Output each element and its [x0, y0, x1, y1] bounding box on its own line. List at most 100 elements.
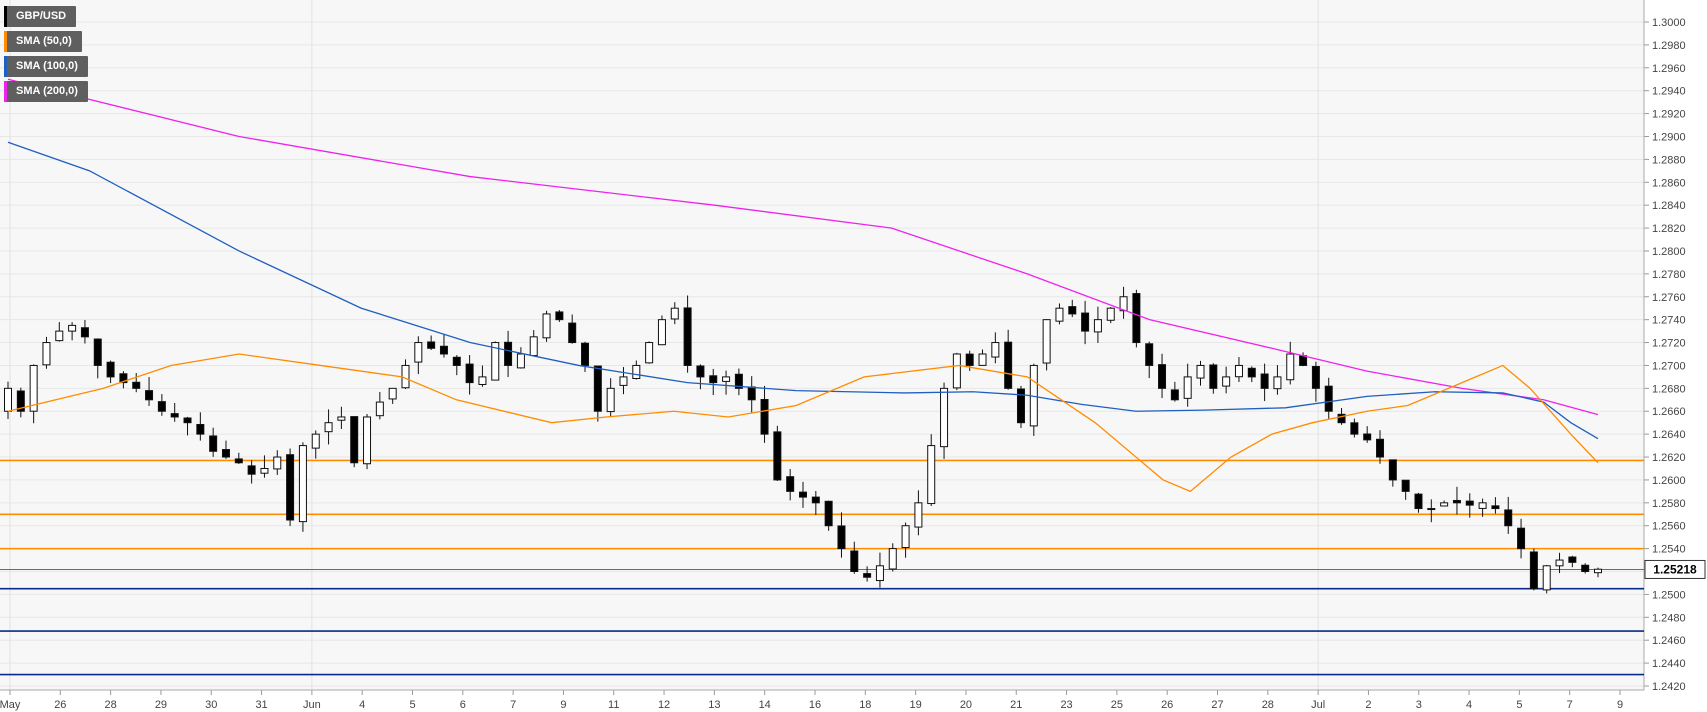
- candle-body: [363, 416, 372, 465]
- x-tick-label: 4: [1466, 699, 1472, 711]
- candle-body: [183, 417, 192, 424]
- candle-body: [1004, 341, 1013, 389]
- candle-body: [439, 345, 448, 355]
- candle-body: [1042, 319, 1051, 364]
- y-tick-label: 1.2460: [1652, 635, 1686, 647]
- y-tick-label: 1.2420: [1652, 681, 1686, 693]
- y-tick-label: 1.3000: [1652, 17, 1686, 29]
- candle-body: [196, 423, 205, 435]
- x-tick-label: 21: [1010, 699, 1022, 711]
- candle-body: [1324, 385, 1333, 412]
- y-tick-label: 1.2940: [1652, 86, 1686, 98]
- candle-body: [478, 376, 487, 385]
- y-tick-label: 1.2560: [1652, 521, 1686, 533]
- legend-label: SMA (100,0): [16, 60, 78, 72]
- candle-body: [311, 433, 320, 449]
- candle-body: [863, 573, 872, 578]
- candle-body: [452, 356, 461, 366]
- legend-label: SMA (200,0): [16, 85, 78, 97]
- legend-label: SMA (50,0): [16, 35, 72, 47]
- x-tick-label: 7: [1567, 699, 1573, 711]
- candle-body: [657, 319, 666, 346]
- candle-body: [837, 525, 846, 550]
- candle-body: [760, 398, 769, 435]
- candle-body: [1234, 364, 1243, 378]
- candle-body: [516, 353, 525, 369]
- candle-body: [927, 445, 936, 505]
- candle-body: [132, 381, 141, 389]
- x-tick-label: 30: [205, 699, 217, 711]
- x-tick-label: 20: [960, 699, 972, 711]
- candle-body: [875, 565, 884, 582]
- candle-body: [273, 456, 282, 470]
- candle-body: [1196, 364, 1205, 379]
- x-tick-label: May: [0, 699, 21, 711]
- legend-swatch: [4, 6, 7, 27]
- candle-body: [145, 390, 154, 401]
- candle-body: [414, 342, 423, 363]
- candle-body: [221, 449, 230, 458]
- legend-swatch: [4, 81, 7, 102]
- candle-body: [504, 341, 513, 366]
- candle-body: [375, 401, 384, 417]
- legend-entry[interactable]: GBP/USD: [4, 6, 77, 27]
- y-tick-label: 1.2780: [1652, 269, 1686, 281]
- candle-body: [157, 401, 166, 412]
- x-tick-label: 5: [409, 699, 415, 711]
- candle-body: [16, 390, 25, 412]
- x-tick-label: Jul: [1311, 699, 1325, 711]
- candle-body: [337, 416, 346, 421]
- candle-body: [42, 342, 51, 366]
- x-tick-label: 2: [1365, 699, 1371, 711]
- y-tick-label: 1.2880: [1652, 154, 1686, 166]
- candle-body: [1170, 389, 1179, 401]
- candle-body: [324, 422, 333, 433]
- candle-body: [298, 445, 307, 523]
- candle-body: [350, 416, 359, 464]
- candle-body: [940, 387, 949, 448]
- candle-body: [1247, 367, 1256, 378]
- y-tick-label: 1.2680: [1652, 383, 1686, 395]
- x-tick-label: 31: [255, 699, 267, 711]
- legend-entry[interactable]: SMA (50,0): [4, 31, 82, 52]
- plot-background: [0, 0, 1644, 690]
- x-tick-label: 12: [658, 699, 670, 711]
- candle-body: [247, 465, 256, 475]
- y-tick-label: 1.2760: [1652, 292, 1686, 304]
- y-tick-label: 1.2500: [1652, 589, 1686, 601]
- candle-body: [55, 330, 64, 342]
- candle-body: [29, 364, 38, 412]
- candle-body: [991, 342, 1000, 358]
- candle-body: [529, 336, 538, 357]
- candle-body: [1363, 433, 1372, 441]
- y-tick-label: 1.2740: [1652, 315, 1686, 327]
- current-price-box: [1644, 559, 1706, 579]
- candle-body: [1016, 388, 1025, 424]
- candle-body: [286, 454, 295, 521]
- candle-body: [1286, 353, 1295, 381]
- x-tick-label: 4: [359, 699, 365, 711]
- x-tick-label: 19: [910, 699, 922, 711]
- candle-body: [209, 435, 218, 452]
- candle-body: [260, 467, 269, 474]
- candle-body: [1183, 376, 1192, 399]
- candle-body: [709, 375, 718, 384]
- candle-body: [1299, 355, 1308, 366]
- candle-body: [734, 373, 743, 389]
- candle-body: [965, 353, 974, 366]
- y-tick-label: 1.2960: [1652, 63, 1686, 75]
- candle-body: [1452, 499, 1461, 504]
- legend-entry[interactable]: SMA (100,0): [4, 56, 88, 77]
- x-tick-label: 23: [1060, 699, 1072, 711]
- x-tick-label: 3: [1416, 699, 1422, 711]
- x-tick-label: 7: [510, 699, 516, 711]
- legend-swatch: [4, 31, 7, 52]
- candle-body: [606, 387, 615, 413]
- candle-body: [1376, 438, 1385, 458]
- candle-body: [1427, 508, 1436, 511]
- candle-body: [632, 364, 641, 379]
- candle-body: [1068, 306, 1077, 315]
- y-tick-label: 1.2600: [1652, 475, 1686, 487]
- candle-body: [1055, 307, 1064, 322]
- legend-entry[interactable]: SMA (200,0): [4, 81, 88, 102]
